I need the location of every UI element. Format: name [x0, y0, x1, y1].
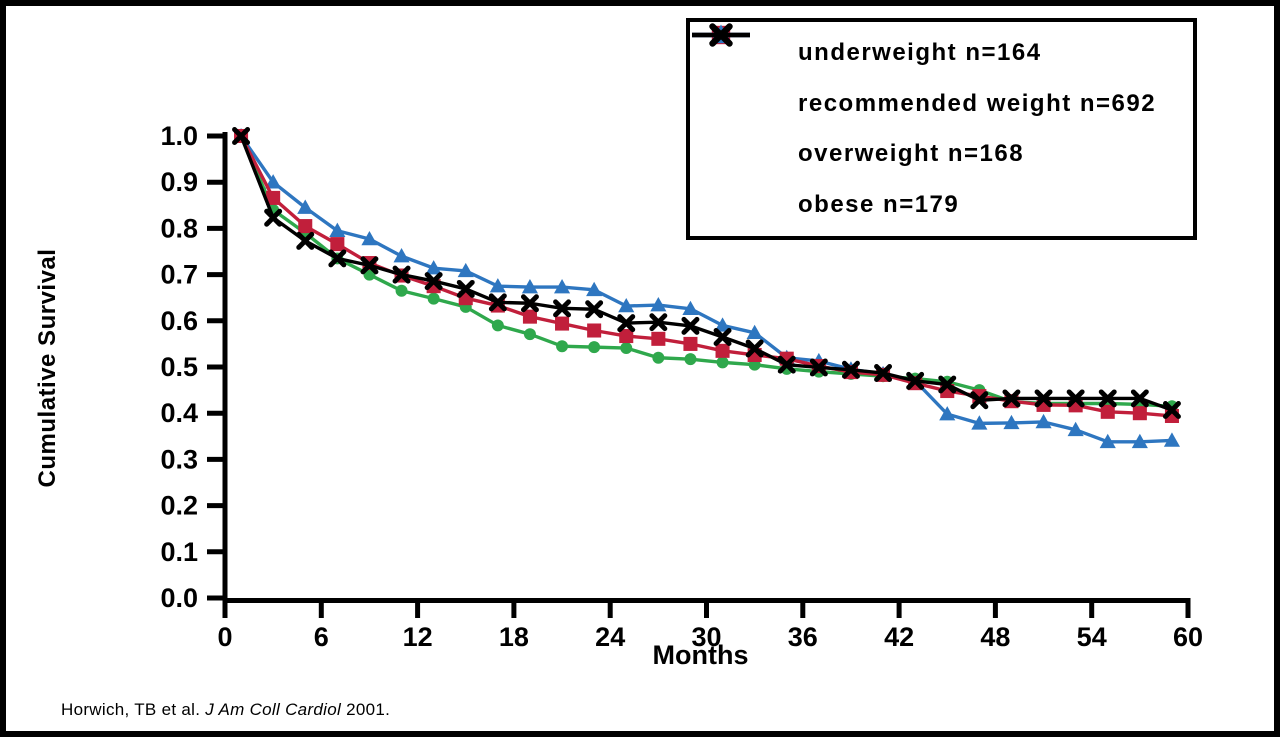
legend-label-obese: obese n=179 [798, 190, 960, 218]
citation-authors: Horwich, TB et al. [61, 700, 206, 719]
y-axis-label: Cumulative Survival [34, 248, 61, 488]
x-tick-label: 60 [1173, 622, 1203, 652]
x-tick-label: 24 [595, 622, 625, 652]
legend: underweight n=164 recommended weight n=6… [686, 18, 1197, 240]
legend-item-recommended-weight: recommended weight n=692 [692, 25, 1193, 118]
citation-journal: J Am Coll Cardiol [205, 700, 342, 719]
y-tick-label: 1.0 [160, 121, 198, 151]
y-tick-label: 0.5 [160, 352, 198, 382]
x-tick-label: 48 [980, 622, 1010, 652]
series-obese [232, 127, 1181, 419]
legend-label-overweight: overweight n=168 [798, 140, 1025, 168]
x-tick-label: 42 [884, 622, 914, 652]
y-tick-label: 0.8 [160, 213, 198, 243]
overweight-triangle-marker-icon [692, 24, 786, 167]
y-tick-label: 0.4 [160, 398, 198, 428]
x-tick-label: 30 [691, 622, 721, 652]
y-tick-label: 0.2 [160, 491, 198, 521]
citation-year: 2001. [341, 700, 391, 719]
legend-item-obese: obese n=179 [692, 23, 1193, 219]
legend-label-underweight: underweight n=164 [798, 39, 1042, 67]
x-tick-label: 54 [1077, 622, 1107, 652]
x-tick-label: 6 [314, 622, 329, 652]
recommended-weight-square-marker-icon [692, 25, 786, 117]
survival-chart: 0.0 0.1 0.2 0.3 0.4 0.5 0.6 0.7 0.8 0.9 1.0 0 6 12 18 2… [160, 121, 1203, 652]
obese-x-marker-icon [692, 23, 786, 218]
x-tick-label: 12 [403, 622, 433, 652]
legend-label-recommended-weight: recommended weight n=692 [798, 89, 1157, 117]
legend-item-underweight: underweight n=164 [692, 27, 1193, 67]
axes: 0.0 0.1 0.2 0.3 0.4 0.5 0.6 0.7 0.8 0.9 1.0 0 6 12 18 2… [160, 121, 1203, 652]
y-tick-label: 0.7 [160, 260, 198, 290]
citation: Horwich, TB et al. J Am Coll Cardiol 200… [61, 700, 390, 720]
y-tick-label: 0.3 [160, 444, 198, 474]
y-tick-label: 0.0 [160, 583, 198, 613]
x-tick-label: 36 [788, 622, 818, 652]
y-tick-label: 0.9 [160, 167, 198, 197]
y-tick-label: 0.6 [160, 306, 198, 336]
legend-marker-sample [692, 23, 750, 47]
x-tick-label: 18 [499, 622, 529, 652]
x-tick-label: 0 [217, 622, 232, 652]
legend-item-overweight: overweight n=168 [692, 24, 1193, 168]
y-tick-label: 0.1 [160, 537, 198, 567]
x-axis-label: Months [652, 640, 749, 670]
